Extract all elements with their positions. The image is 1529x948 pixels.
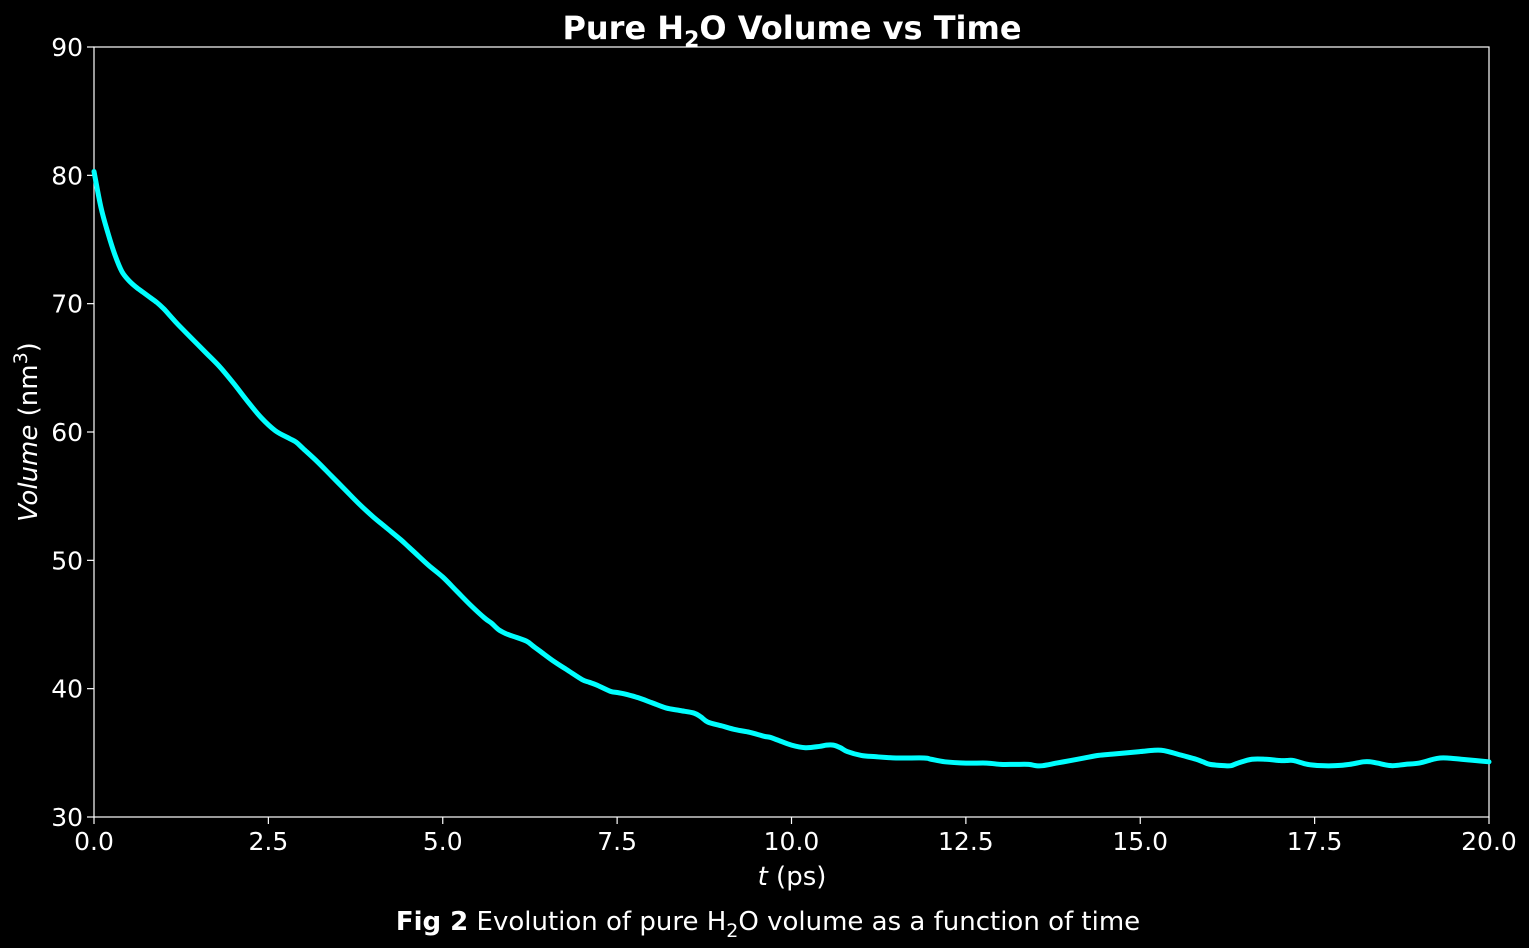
- x-tick-label: 5.0: [423, 827, 463, 856]
- plot-area: [93, 46, 1490, 818]
- x-axis-ticks: 0.0 2.5 5.0 7.5 10.0 12.5 15.0 17.5 20.0: [74, 817, 1517, 856]
- y-axis-label: Volume (nm3): [10, 342, 44, 522]
- y-axis-label-name: Volume: [14, 425, 44, 522]
- series-line-volume: [91, 168, 1492, 769]
- chart-title: Pure H2O Volume vs Time: [562, 9, 1021, 53]
- y-tick-label: 80: [51, 161, 83, 190]
- chart-title-prefix: Pure H: [562, 9, 684, 47]
- x-tick-label: 0.0: [74, 827, 114, 856]
- caption-text-after: O volume as a function of time: [738, 907, 1140, 937]
- y-tick-label: 50: [51, 546, 83, 575]
- y-tick-label: 90: [51, 33, 83, 62]
- caption-subscript: 2: [726, 920, 738, 942]
- y-tick-label: 40: [51, 675, 83, 704]
- x-tick-label: 12.5: [938, 827, 994, 856]
- chart-title-suffix: O Volume vs Time: [699, 9, 1021, 47]
- x-tick-label: 2.5: [248, 827, 288, 856]
- x-tick-label: 20.0: [1461, 827, 1517, 856]
- x-tick-label: 7.5: [597, 827, 637, 856]
- caption-figure-number: Fig 2: [396, 907, 468, 937]
- x-axis-label: t (ps): [758, 862, 827, 892]
- caption-text-before: Evolution of pure H: [468, 907, 726, 937]
- y-axis-label-unit-close: ): [14, 342, 44, 352]
- y-tick-label: 60: [51, 418, 83, 447]
- x-tick-label: 15.0: [1112, 827, 1168, 856]
- x-axis-label-symbol: t: [758, 862, 769, 892]
- y-axis-label-superscript: 3: [10, 352, 32, 364]
- figure-caption: Fig 2 Evolution of pure H2O volume as a …: [396, 907, 1140, 942]
- y-axis-ticks: 30 40 50 60 70 80 90: [51, 33, 94, 832]
- x-tick-label: 10.0: [764, 827, 820, 856]
- x-axis-label-unit: (ps): [768, 862, 827, 892]
- y-tick-label: 70: [51, 290, 83, 319]
- y-tick-label: 30: [51, 803, 83, 832]
- x-tick-label: 17.5: [1287, 827, 1343, 856]
- y-axis-label-unit-open: (nm: [14, 364, 44, 424]
